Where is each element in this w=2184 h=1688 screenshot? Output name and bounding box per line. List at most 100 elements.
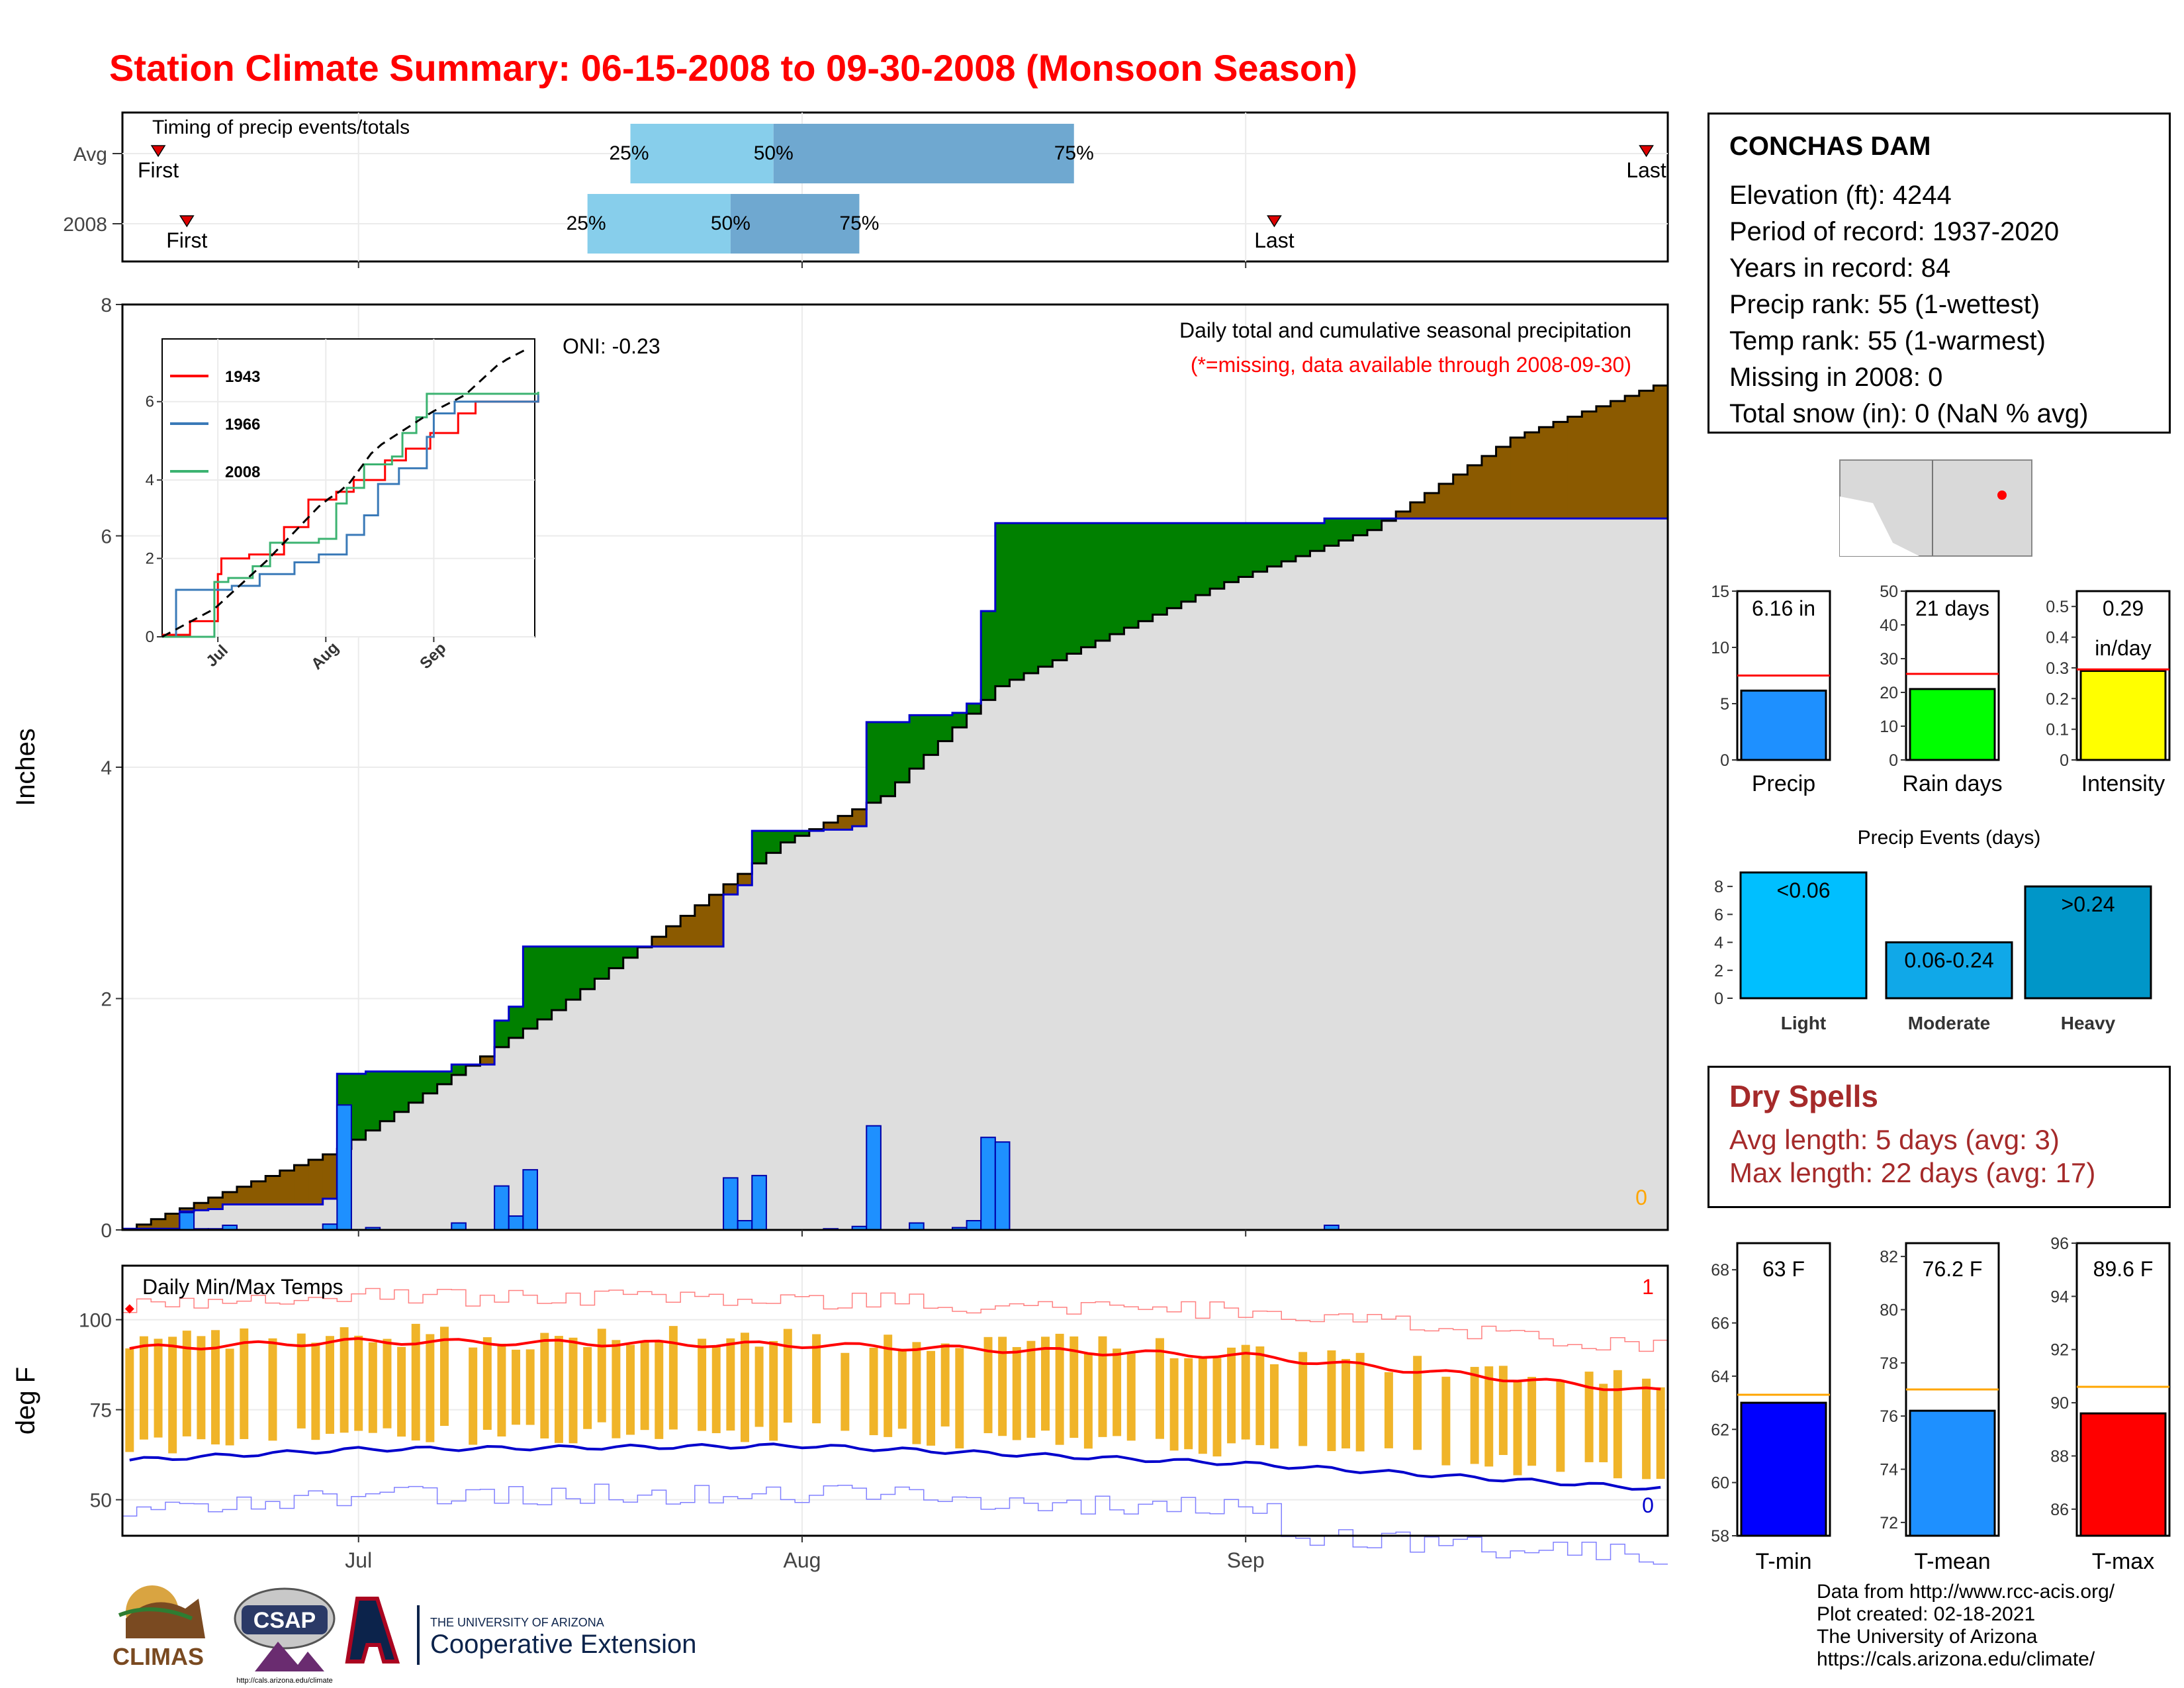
daily-temp-range-bar: [182, 1331, 191, 1436]
below-both-fill: [322, 1198, 338, 1230]
daily-temp-range-bar: [569, 1337, 578, 1444]
daily-temp-range-bar: [368, 1342, 377, 1433]
timing-p25-label-0: 25%: [609, 142, 649, 164]
below-both-fill: [380, 1121, 395, 1230]
daily-temp-range-bar: [439, 1327, 449, 1427]
below-both-fill: [795, 835, 810, 1230]
below-both-fill: [809, 831, 824, 1230]
cumulative-difference-fill: [880, 722, 896, 796]
tmean-summary-y-tick-label-1: 74: [1880, 1461, 1898, 1479]
below-both-fill: [365, 1130, 381, 1230]
below-both-fill: [537, 1019, 553, 1230]
below-both-fill: [1210, 588, 1225, 1230]
below-both-fill: [981, 700, 996, 1230]
cumulative-difference-fill: [208, 1197, 223, 1209]
cumulative-difference-fill: [151, 1219, 166, 1229]
cumulative-difference-fill: [1167, 523, 1182, 608]
timing-last-label-0: Last: [1626, 158, 1666, 182]
cumulative-difference-fill: [1596, 406, 1612, 519]
main-y-tick-label-0: 0: [101, 1220, 112, 1242]
main-legend-note: (*=missing, data available through 2008-…: [1191, 353, 1631, 377]
tmin-summary-y-tick-label-3: 64: [1711, 1368, 1729, 1386]
daily-temp-range-bar: [626, 1344, 635, 1435]
tmax-summary-y-tick-label-5: 96: [2050, 1235, 2069, 1253]
below-both-fill: [995, 686, 1011, 1230]
daily-temp-range-bar: [1026, 1340, 1036, 1438]
daily-temp-range-bar: [296, 1333, 306, 1429]
cumulative-difference-fill: [1081, 523, 1096, 647]
cumulative-difference-fill: [1496, 446, 1511, 519]
daily-temp-range-bar: [1055, 1333, 1064, 1445]
intensity-summary-y-tick-label-1: 0.1: [2046, 721, 2069, 739]
tmax-summary-y-tick-label-2: 90: [2050, 1394, 2069, 1413]
precip-events-x-label-2: Heavy: [2061, 1013, 2116, 1033]
precip-events-bar-moderate: [1885, 941, 2013, 1000]
inset-legend-label-1966: 1966: [225, 416, 260, 434]
cumulative-difference-fill: [623, 946, 638, 958]
cumulative-difference-fill: [136, 1224, 152, 1229]
tmax-summary-bar: [2079, 1412, 2167, 1537]
tmean-summary-bar: [1909, 1409, 1996, 1537]
cumulative-difference-fill: [838, 816, 853, 830]
below-both-fill: [351, 1139, 367, 1230]
below-both-fill: [465, 1065, 481, 1230]
precip-summary-y-tick-label-0: 0: [1720, 751, 1729, 770]
cumulative-difference-fill: [737, 874, 752, 886]
below-both-fill: [236, 1204, 252, 1230]
timing-row-label-1: 2008: [63, 214, 107, 236]
credit-date: Plot created: 02-18-2021: [1817, 1603, 2036, 1625]
cumulative-difference-fill: [594, 946, 610, 979]
intensity-summary-y-tick-label-0: 0: [2060, 751, 2069, 770]
rain-days-summary-y-tick-label-3: 30: [1880, 650, 1898, 669]
daily-temp-range-bar: [168, 1336, 177, 1454]
cumulative-difference-fill: [451, 1064, 467, 1075]
tmin-summary-bar: [1740, 1401, 1827, 1537]
cumulative-difference-fill: [308, 1159, 324, 1205]
below-both-fill: [1024, 673, 1039, 1230]
cumulative-difference-fill: [423, 1071, 438, 1094]
climas-text: CLIMAS: [113, 1643, 204, 1670]
cumulative-difference-fill: [666, 926, 681, 947]
inset-y-tick-label-0: 0: [146, 628, 154, 646]
cumulative-difference-fill: [236, 1186, 252, 1205]
cumulative-difference-fill: [1024, 523, 1039, 674]
below-both-fill: [208, 1209, 223, 1230]
daily-precip-bar-6: [336, 1104, 352, 1231]
cumulative-difference-fill: [952, 712, 968, 727]
cumulative-difference-fill: [609, 946, 624, 968]
inset-legend-label-1943: 1943: [225, 368, 260, 386]
tmean-summary-y-tick-label-2: 76: [1880, 1407, 1898, 1426]
daily-temp-range-bar: [1212, 1358, 1222, 1457]
cumulative-difference-fill: [680, 915, 696, 947]
cumulative-difference-fill: [1524, 432, 1540, 519]
cumulative-difference-fill: [1453, 474, 1468, 519]
daily-temp-range-bar: [754, 1346, 764, 1427]
below-both-fill: [1625, 518, 1640, 1230]
below-both-fill: [938, 741, 953, 1230]
cumulative-difference-fill: [1195, 523, 1210, 596]
timing-p75-label-1: 75%: [839, 212, 879, 234]
temp-x-tick-label-0: Jul: [345, 1548, 372, 1572]
daily-temp-range-bar: [354, 1335, 363, 1431]
temp-plot-frame: [121, 1264, 1669, 1537]
below-both-fill: [1424, 518, 1439, 1230]
below-both-fill: [408, 1102, 424, 1230]
below-both-fill: [437, 1084, 452, 1230]
timing-bar-50-75-0: [773, 124, 1074, 183]
cumulative-difference-fill: [1467, 465, 1482, 519]
oni-label: ONI: -0.23: [563, 334, 660, 358]
tmean-summary-y-tick-label-4: 80: [1880, 1301, 1898, 1319]
cumulative-difference-fill: [1267, 523, 1282, 567]
daily-temp-range-bar: [1527, 1376, 1537, 1466]
cumulative-difference-fill: [1567, 416, 1582, 519]
csap-logo: CSAP http://cals.arizona.edu/climate: [234, 1587, 336, 1685]
below-both-fill: [1109, 634, 1125, 1230]
cumulative-difference-fill: [923, 715, 938, 755]
cumulative-difference-fill: [966, 703, 981, 714]
below-both-fill: [1267, 566, 1282, 1230]
timing-p25-label-1: 25%: [567, 212, 606, 234]
daily-temp-range-bar: [1470, 1366, 1479, 1464]
below-both-fill: [823, 829, 839, 1230]
precip-events-x-label-0: Light: [1781, 1013, 1826, 1033]
below-both-fill: [265, 1204, 281, 1230]
